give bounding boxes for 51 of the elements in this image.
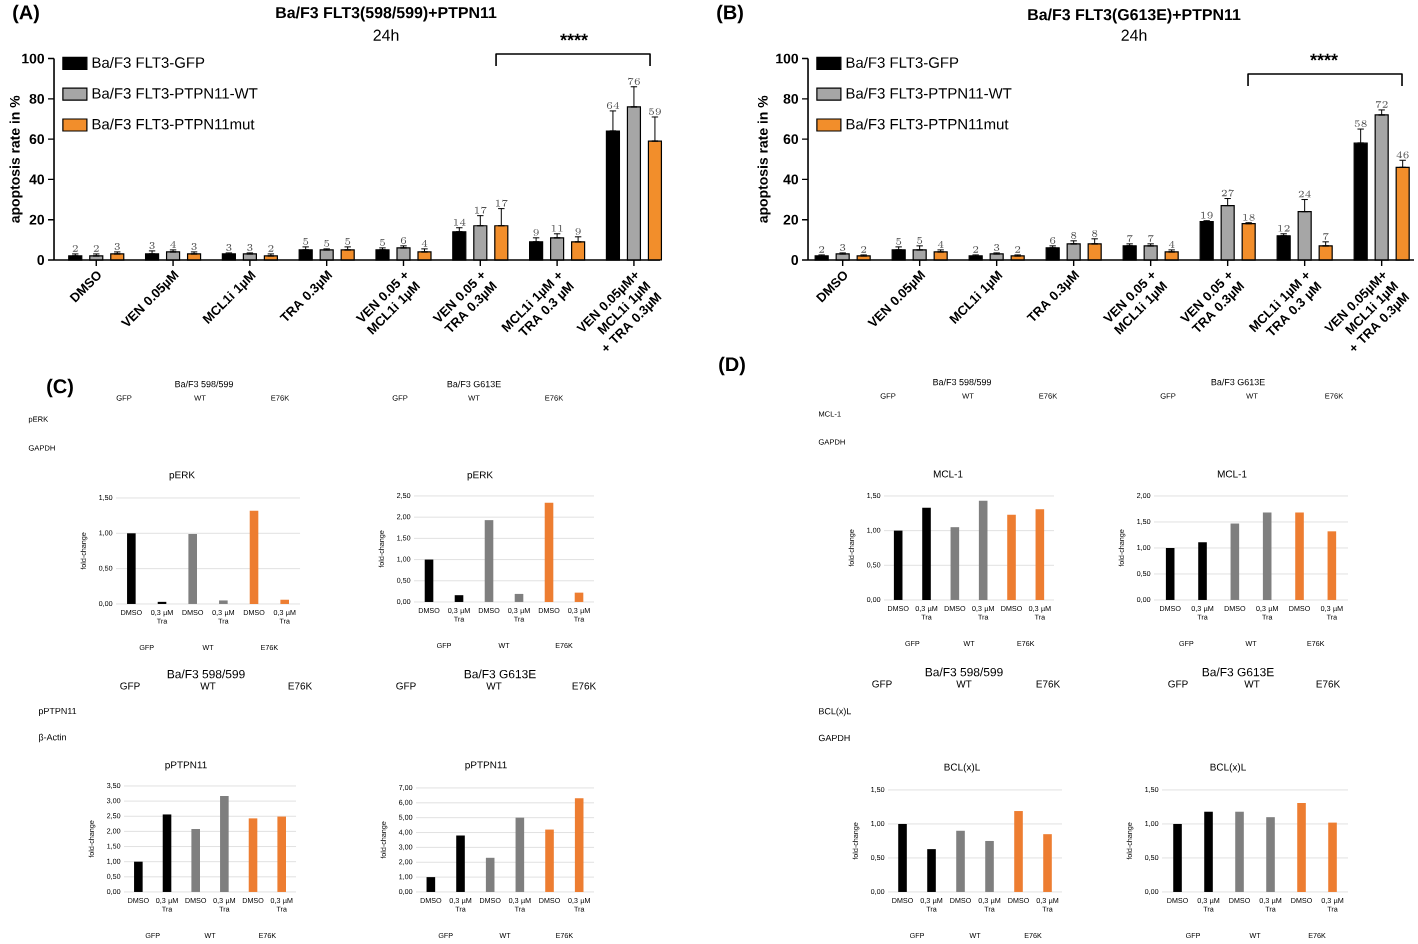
- bar: [1035, 509, 1045, 600]
- bar: [220, 795, 229, 892]
- annotation: ****: [1310, 53, 1338, 61]
- text: (C): [47, 378, 73, 398]
- bar: [134, 861, 143, 892]
- bar: [1043, 834, 1052, 892]
- bar: [574, 592, 584, 602]
- bar: [277, 816, 286, 892]
- bar: [514, 593, 524, 602]
- bar: [1204, 811, 1213, 892]
- bar: [1235, 811, 1244, 892]
- bar: [484, 520, 494, 602]
- bar: [485, 857, 495, 892]
- bar: [1165, 547, 1175, 600]
- bar: [1198, 542, 1207, 600]
- bar: [1014, 811, 1023, 892]
- bar: [1230, 523, 1240, 600]
- bar: [162, 814, 172, 892]
- bar: [426, 877, 436, 892]
- bar: [188, 534, 197, 604]
- bar: [1007, 514, 1016, 600]
- text: (D): [719, 356, 745, 376]
- bar: [1173, 823, 1182, 892]
- bar: [898, 823, 907, 892]
- bar: [950, 527, 960, 600]
- bar: [1266, 817, 1275, 892]
- bar: [978, 500, 988, 600]
- bar: [927, 849, 936, 892]
- bar: [248, 818, 258, 892]
- bar: [1328, 822, 1337, 892]
- text: (B): [717, 4, 743, 24]
- bar: [893, 530, 903, 600]
- bar: [545, 829, 554, 892]
- bar: [456, 835, 465, 892]
- bar: [1297, 802, 1306, 892]
- bar: [956, 830, 965, 892]
- bar: [127, 533, 136, 604]
- bar: [424, 559, 434, 602]
- bar: [1327, 531, 1337, 600]
- bar: [191, 828, 200, 892]
- text: ****: [560, 33, 588, 41]
- bar: [922, 507, 931, 600]
- bar: [249, 510, 259, 604]
- text: (A): [13, 4, 39, 24]
- bar: [454, 595, 464, 602]
- bar: [574, 798, 584, 892]
- bar: [1262, 512, 1272, 600]
- bar: [515, 817, 525, 892]
- bar: [985, 840, 994, 892]
- bar: [544, 502, 554, 602]
- bar: [1295, 512, 1304, 600]
